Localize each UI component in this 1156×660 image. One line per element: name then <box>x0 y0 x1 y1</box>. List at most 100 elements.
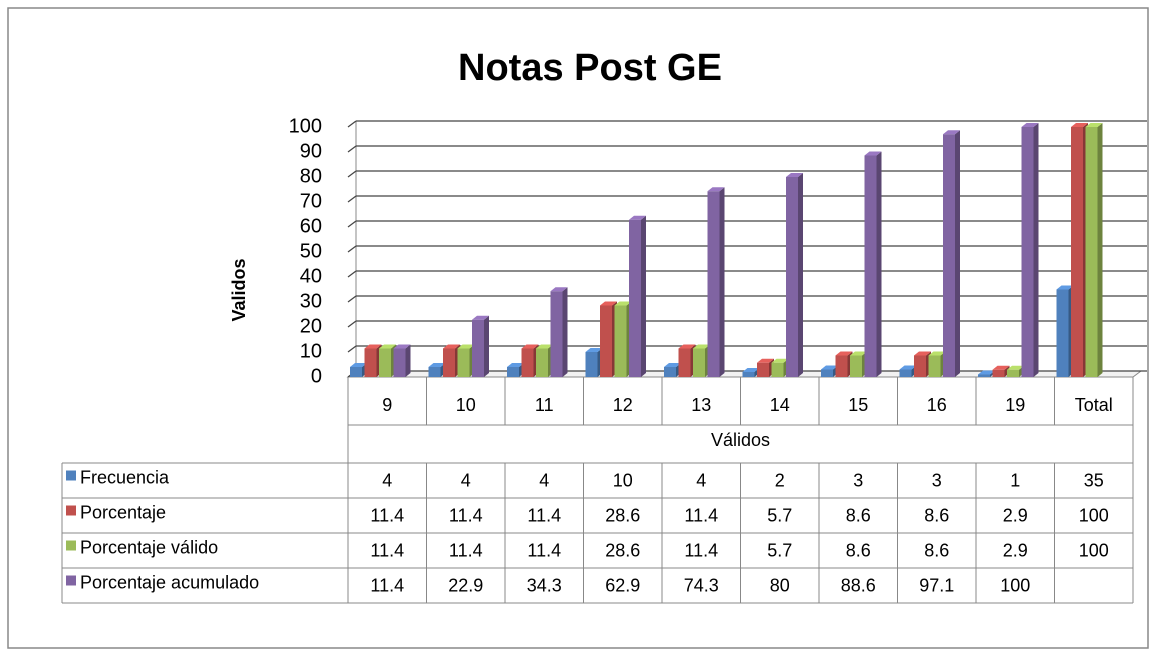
bar-face <box>585 348 603 352</box>
x-tick-label: Total <box>1075 395 1113 415</box>
bar <box>693 344 710 377</box>
bar-face <box>457 344 475 349</box>
y-tick-label: 90 <box>300 140 322 162</box>
bar-face <box>443 348 455 377</box>
bar-face <box>864 155 877 377</box>
x-tick-label: 15 <box>848 395 868 415</box>
table-cell: 10 <box>613 470 633 490</box>
bar <box>550 287 568 377</box>
bar-face <box>992 365 1010 370</box>
table-cell: 8.6 <box>846 505 871 525</box>
grid-line <box>347 345 357 353</box>
bar <box>943 130 960 377</box>
bar-face <box>393 344 411 349</box>
bar <box>472 315 489 377</box>
bar <box>457 344 475 377</box>
bar-face <box>693 344 710 349</box>
bar-face <box>742 368 760 372</box>
bar-face <box>614 301 632 306</box>
table-cell: 100 <box>1079 540 1109 560</box>
table-cell: 11.4 <box>449 505 483 525</box>
bar-face <box>472 319 484 377</box>
x-tick-label: 10 <box>456 395 476 415</box>
table-cell: 2.9 <box>1003 505 1028 525</box>
legend-key <box>66 575 76 586</box>
bar-face <box>521 348 534 377</box>
table-cell: 5.7 <box>767 505 792 525</box>
bar-face <box>835 355 848 377</box>
bar-face <box>550 287 568 292</box>
bar-face <box>664 367 676 377</box>
bar-face <box>928 351 946 356</box>
x-tick-label: 19 <box>1005 395 1025 415</box>
table-cell: 80 <box>770 575 790 595</box>
bar-face <box>629 215 646 220</box>
table-cell: 4 <box>696 470 706 490</box>
bar-face <box>614 305 627 377</box>
bar-face <box>771 358 789 363</box>
y-tick-label: 100 <box>289 115 322 137</box>
bar <box>585 348 603 377</box>
x-tick-label: 12 <box>613 395 633 415</box>
bar-face <box>757 358 774 363</box>
bar <box>379 344 396 377</box>
bar <box>350 363 367 377</box>
legend-label: Porcentaje válido <box>80 537 218 557</box>
bar-face <box>719 187 725 377</box>
bar-face <box>536 344 553 349</box>
table-cell: 3 <box>853 470 863 490</box>
bar-face <box>899 365 917 370</box>
y-tick-label: 0 <box>311 365 322 387</box>
bar-face <box>364 348 377 377</box>
bar <box>864 151 882 377</box>
table-cell: 5.7 <box>767 540 792 560</box>
table-cell: 97.1 <box>919 575 954 595</box>
bar-face <box>707 191 720 377</box>
bar-face <box>428 363 446 367</box>
bar-face <box>428 367 441 377</box>
y-tick-label: 70 <box>300 190 322 212</box>
table-cell: 88.6 <box>841 575 876 595</box>
bar-face <box>928 355 941 377</box>
table-cell: 28.6 <box>605 540 640 560</box>
bar-face <box>585 352 598 377</box>
table-cell: 11.4 <box>370 540 404 560</box>
y-tick-label: 10 <box>300 340 322 362</box>
grid-line <box>347 170 357 178</box>
grid-line <box>347 320 357 328</box>
table-cell: 100 <box>1079 505 1109 525</box>
table-cell: 4 <box>382 470 392 490</box>
grid-line <box>347 195 357 203</box>
table-cell: 11.4 <box>684 505 718 525</box>
table-cell: 11.4 <box>370 575 404 595</box>
table-cell: 4 <box>539 470 549 490</box>
bar-face <box>472 315 489 320</box>
bar <box>664 363 681 377</box>
table-cell: 11.4 <box>527 505 561 525</box>
table-cell: 11.4 <box>527 540 561 560</box>
legend-key <box>66 470 76 481</box>
bar <box>507 363 524 377</box>
table-cell: 2 <box>775 470 785 490</box>
table-cell: 100 <box>1000 575 1030 595</box>
bar <box>835 351 853 377</box>
table-cell: 22.9 <box>448 575 483 595</box>
table-cell: 3 <box>932 470 942 490</box>
bar <box>928 351 946 377</box>
y-tick-label: 40 <box>300 265 322 287</box>
x-tick-label: 9 <box>382 395 392 415</box>
grid-line <box>347 220 357 228</box>
bar-face <box>629 219 641 377</box>
bar-face <box>457 348 470 377</box>
bar <box>707 187 725 377</box>
bar-face <box>914 355 926 377</box>
table-cell: 1 <box>1010 470 1020 490</box>
bar-face <box>978 370 995 375</box>
bar-face <box>786 177 798 377</box>
bar-face <box>1033 123 1039 377</box>
bar-face <box>1021 127 1034 377</box>
bar <box>678 344 696 377</box>
bar-face <box>707 187 725 192</box>
y-tick-label: 80 <box>300 165 322 187</box>
chart-title: Notas Post GE <box>458 47 722 89</box>
